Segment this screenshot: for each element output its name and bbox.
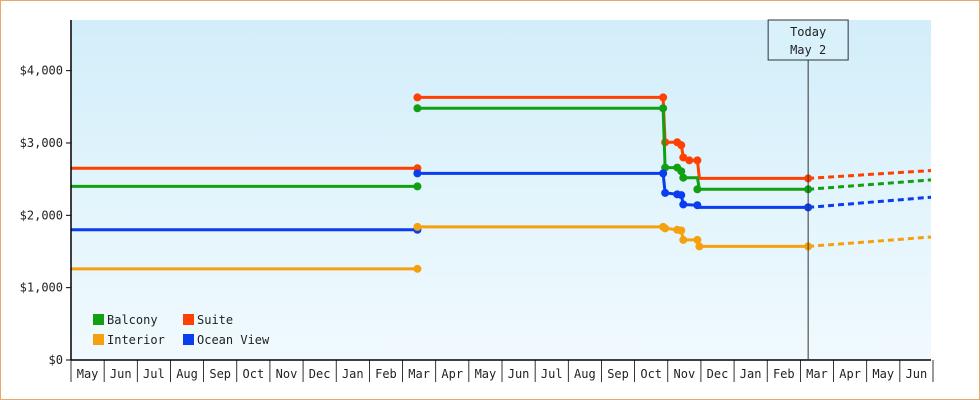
x-tick-label: Oct [640, 367, 662, 381]
data-point[interactable] [693, 156, 702, 165]
y-tick-label: $1,000 [20, 281, 63, 295]
legend-swatch [183, 314, 194, 325]
forecast-line [808, 169, 932, 180]
data-point[interactable] [677, 141, 686, 150]
x-tick-label: Sep [209, 367, 231, 381]
x-tick-label: Dec [309, 367, 331, 381]
data-point[interactable] [693, 185, 702, 194]
legend-label: Interior [107, 333, 165, 347]
y-tick-label: $0 [49, 353, 63, 367]
data-point[interactable] [413, 182, 422, 191]
x-tick-label: Sep [607, 367, 629, 381]
x-tick-label: Jul [143, 367, 165, 381]
data-point[interactable] [693, 235, 702, 244]
data-point[interactable] [679, 235, 688, 244]
data-point[interactable] [677, 191, 686, 200]
today-label: Today [790, 25, 826, 39]
data-point[interactable] [661, 188, 670, 197]
x-tick-label: Jul [541, 367, 563, 381]
series-balcony [71, 104, 932, 194]
forecast-line [807, 178, 932, 191]
data-point[interactable] [693, 201, 702, 210]
x-tick-label: Aug [574, 367, 596, 381]
data-point[interactable] [659, 169, 668, 178]
data-point[interactable] [679, 200, 688, 209]
x-tick-label: Feb [375, 367, 397, 381]
x-tick-label: Mar [806, 367, 828, 381]
x-tick-label: Jan [740, 367, 762, 381]
data-point[interactable] [659, 93, 668, 102]
x-tick-label: Jan [342, 367, 364, 381]
x-tick-label: May [475, 367, 497, 381]
x-tick-label: Jun [508, 367, 530, 381]
x-tick-label: Feb [773, 367, 795, 381]
x-tick-label: May [872, 367, 894, 381]
data-point[interactable] [413, 264, 422, 273]
legend-swatch [183, 334, 194, 345]
data-point[interactable] [695, 242, 704, 251]
today-box [767, 19, 849, 61]
today-date-label: May 2 [790, 43, 826, 57]
x-tick-label: Apr [839, 367, 861, 381]
data-point[interactable] [413, 169, 422, 178]
x-tick-label: Nov [674, 367, 696, 381]
y-tick-label: $4,000 [20, 64, 63, 78]
series-interior [71, 222, 932, 273]
legend-label: Ocean View [197, 333, 270, 347]
y-tick-label: $2,000 [20, 208, 63, 222]
x-tick-label: Dec [707, 367, 729, 381]
x-tick-label: Apr [441, 367, 463, 381]
x-tick-label: Aug [176, 367, 198, 381]
data-point[interactable] [679, 173, 688, 182]
x-tick-label: Nov [276, 367, 298, 381]
y-tick-label: $3,000 [20, 136, 63, 150]
x-tick-label: Jun [110, 367, 132, 381]
series-ocean-view [71, 169, 932, 234]
data-point[interactable] [685, 156, 694, 165]
data-point[interactable] [677, 226, 686, 235]
forecast-line [807, 235, 932, 248]
data-point[interactable] [413, 104, 422, 113]
legend-label: Balcony [107, 313, 158, 327]
legend-swatch [93, 334, 104, 345]
data-point[interactable] [661, 224, 670, 233]
forecast-line [807, 195, 932, 209]
data-point[interactable] [413, 93, 422, 102]
x-tick-label: Mar [408, 367, 430, 381]
data-point[interactable] [679, 153, 688, 162]
data-point[interactable] [677, 167, 686, 176]
data-point[interactable] [659, 104, 668, 113]
x-tick-label: Jun [906, 367, 928, 381]
x-tick-label: Oct [243, 367, 265, 381]
x-tick-label: May [77, 367, 99, 381]
data-point[interactable] [413, 222, 422, 231]
legend-swatch [93, 314, 104, 325]
legend-label: Suite [197, 313, 233, 327]
